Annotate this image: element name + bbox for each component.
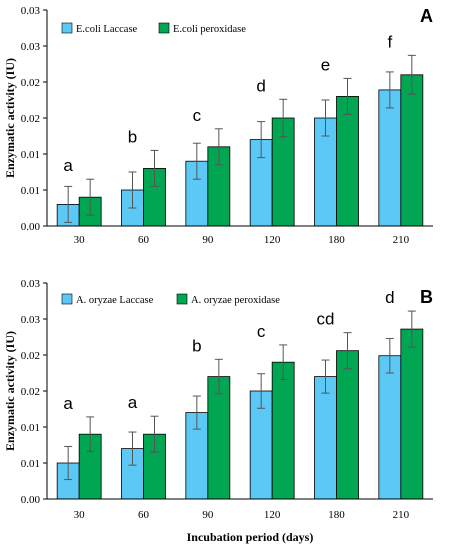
- x-tick-label: 120: [264, 234, 281, 246]
- y-tick-label: 0.02: [21, 386, 40, 398]
- y-tick-label: 0.00: [21, 221, 41, 233]
- legend-swatch: [176, 293, 188, 305]
- significance-label: d: [385, 288, 394, 307]
- x-tick-label: 180: [328, 234, 345, 246]
- x-tick-label: 60: [138, 234, 150, 246]
- bar-series2: [207, 376, 231, 500]
- bar-series1: [378, 89, 402, 227]
- y-tick-label: 0.03: [21, 41, 41, 53]
- x-tick-label: 210: [393, 509, 410, 521]
- bar-series2: [336, 96, 359, 227]
- y-tick-label: 0.02: [21, 113, 40, 125]
- legend-swatch: [158, 22, 170, 34]
- legend-swatch: [61, 22, 73, 34]
- panel-letter: A: [420, 6, 433, 26]
- x-tick-label: 90: [202, 234, 214, 246]
- y-tick-label: 0.01: [21, 458, 40, 470]
- y-tick-label: 0.03: [21, 278, 41, 290]
- legend-label: E.coli Laccase: [76, 24, 138, 35]
- bar-series2: [400, 328, 424, 500]
- y-tick-label: 0.02: [21, 350, 40, 362]
- y-axis-title: Enzymatic activity (IU): [3, 58, 17, 178]
- significance-label: d: [256, 76, 265, 95]
- x-tick-label: 210: [393, 234, 410, 246]
- x-tick-label: 90: [202, 509, 214, 521]
- y-axis-title: Enzymatic activity (IU): [3, 331, 17, 451]
- chart-panel-a: 0.00 0.01 0.01 0.02 0.02 0.03 0.03 Enzymatic ac…: [3, 5, 433, 246]
- y-tick-label: 0.01: [21, 185, 40, 197]
- y-tick-label: 0.01: [21, 149, 40, 161]
- y-tick-label: 0.03: [21, 5, 41, 17]
- legend-label: A. oryzae Laccase: [76, 295, 154, 306]
- bar-series2: [271, 361, 295, 500]
- bar-series2: [400, 74, 424, 227]
- x-tick-label: 180: [328, 509, 345, 521]
- significance-label: a: [63, 156, 73, 175]
- significance-label: a: [128, 393, 138, 412]
- x-tick-label: 30: [74, 234, 86, 246]
- x-axis-title: Incubation period (days): [187, 530, 314, 544]
- legend: A. oryzae Laccase A. oryzae peroxidase: [61, 293, 280, 306]
- legend-swatch: [61, 293, 73, 305]
- bar-series2: [336, 350, 359, 500]
- chart-panel-b: 0.00 0.01 0.01 0.02 0.02 0.03 0.03 Enzymatic ac…: [3, 278, 433, 544]
- significance-label: cd: [317, 310, 335, 329]
- y-tick-label: 0.00: [21, 494, 41, 506]
- y-tick-label: 0.03: [21, 314, 41, 326]
- significance-label: a: [63, 394, 73, 413]
- significance-label: b: [128, 127, 137, 146]
- x-tick-label: 60: [138, 509, 150, 521]
- significance-label: c: [257, 322, 266, 341]
- y-tick-label: 0.02: [21, 77, 40, 89]
- significance-label: b: [192, 336, 201, 355]
- bar-series1: [378, 355, 402, 500]
- panel-letter: B: [420, 287, 433, 307]
- legend-label: A. oryzae peroxidase: [191, 295, 280, 306]
- x-tick-label: 30: [74, 509, 86, 521]
- legend-label: E.coli peroxidase: [173, 24, 246, 35]
- significance-label: f: [387, 32, 392, 51]
- legend: E.coli Laccase E.coli peroxidase: [61, 22, 246, 35]
- significance-label: c: [193, 106, 202, 125]
- y-tick-label: 0.01: [21, 422, 40, 434]
- x-tick-label: 120: [264, 509, 281, 521]
- significance-label: e: [321, 55, 330, 74]
- bar-series1: [314, 376, 337, 500]
